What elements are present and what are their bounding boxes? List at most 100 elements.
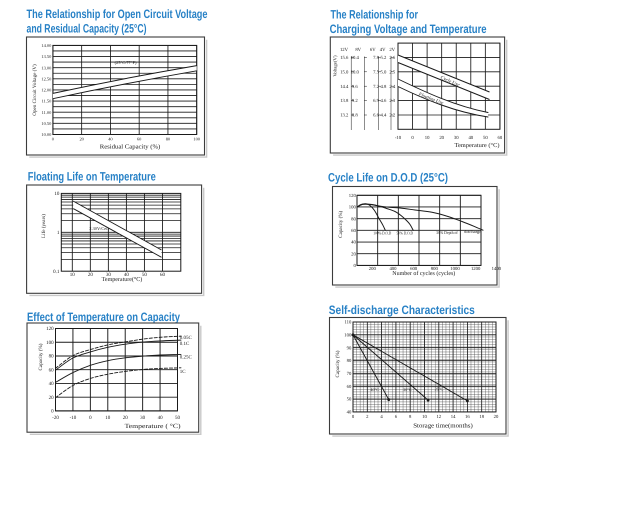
svg-text:6V: 6V (370, 47, 376, 53)
svg-text:0.25C: 0.25C (180, 355, 193, 361)
svg-text:1200: 1200 (471, 266, 481, 272)
svg-text:60: 60 (347, 384, 352, 390)
svg-text:Temperature (°C): Temperature (°C) (455, 142, 500, 149)
svg-text:0.1: 0.1 (53, 269, 60, 275)
svg-text:2.4: 2.4 (389, 84, 396, 90)
svg-text:40: 40 (158, 415, 164, 421)
svg-text:80: 80 (166, 136, 171, 141)
svg-text:200: 200 (369, 266, 377, 272)
svg-text:50: 50 (347, 397, 352, 403)
svg-text:25°C: 25°C (435, 387, 444, 392)
svg-text:50% D.O.D: 50% D.O.D (397, 231, 414, 236)
svg-text:Floating Life on Temperature: Floating Life on Temperature (28, 169, 156, 183)
svg-text:0: 0 (352, 414, 355, 420)
svg-text:10: 10 (70, 272, 76, 278)
svg-text:2.2: 2.2 (389, 113, 396, 119)
svg-text:40: 40 (49, 381, 55, 387)
svg-text:(25°C/77°F): (25°C/77°F) (115, 60, 137, 65)
svg-text:20: 20 (351, 251, 356, 257)
svg-text:60: 60 (351, 228, 356, 234)
svg-text:Capacity (%): Capacity (%) (338, 210, 344, 237)
svg-text:30% Depth of: 30% Depth of (436, 230, 458, 235)
svg-text:100: 100 (349, 205, 357, 211)
svg-text:Storage time(months): Storage time(months) (413, 422, 473, 429)
svg-text:-10: -10 (70, 415, 77, 421)
svg-text:8V: 8V (355, 47, 361, 53)
svg-text:60: 60 (498, 135, 503, 141)
svg-text:90: 90 (347, 345, 352, 351)
svg-text:40: 40 (108, 136, 113, 141)
svg-text:10: 10 (54, 191, 60, 197)
svg-text:4V: 4V (380, 47, 386, 53)
svg-text:7.2: 7.2 (373, 84, 380, 90)
svg-text:14.00: 14.00 (41, 43, 52, 48)
svg-text:40: 40 (468, 135, 473, 141)
svg-text:Cycle Life on D.O.D (25°C): Cycle Life on D.O.D (25°C) (328, 171, 448, 185)
svg-text:5.2: 5.2 (380, 55, 387, 61)
svg-text:10: 10 (425, 135, 430, 141)
svg-text:40: 40 (351, 240, 356, 246)
svg-text:1: 1 (57, 230, 60, 236)
svg-text:50: 50 (142, 272, 148, 278)
svg-text:Residual Capacity (%): Residual Capacity (%) (100, 143, 161, 150)
svg-text:Temperature(°C): Temperature(°C) (102, 276, 143, 283)
svg-text:70: 70 (347, 371, 352, 377)
svg-text:1400: 1400 (492, 266, 502, 272)
svg-text:2V: 2V (389, 47, 395, 53)
svg-text:80: 80 (347, 358, 352, 364)
svg-text:100: 100 (193, 136, 200, 141)
svg-text:20: 20 (494, 414, 499, 420)
svg-text:Temperature ( °C): Temperature ( °C) (125, 423, 181, 430)
svg-text:Life (years): Life (years) (41, 214, 47, 238)
svg-text:Charging Voltage and Temperatu: Charging Voltage and Temperature (330, 22, 487, 36)
svg-text:11.00: 11.00 (42, 110, 53, 115)
svg-text:6.9: 6.9 (373, 98, 380, 104)
svg-text:1C: 1C (180, 369, 187, 375)
svg-text:50: 50 (483, 135, 488, 141)
svg-text:10: 10 (105, 415, 111, 421)
svg-text:Number of cycles (cycles): Number of cycles (cycles) (392, 270, 455, 277)
svg-text:60: 60 (160, 272, 166, 278)
svg-text:10.0: 10.0 (351, 69, 360, 75)
svg-text:8.8: 8.8 (352, 113, 359, 119)
svg-text:Open Circuit Voltage (V): Open Circuit Voltage (V) (32, 64, 38, 116)
svg-text:12V: 12V (340, 47, 349, 53)
svg-text:16: 16 (465, 414, 470, 420)
svg-text:5.0: 5.0 (380, 69, 387, 75)
svg-text:20: 20 (123, 415, 129, 421)
svg-text:120: 120 (349, 193, 357, 199)
svg-text:600: 600 (410, 266, 418, 272)
svg-text:Capacity (%): Capacity (%) (335, 350, 341, 377)
svg-text:100: 100 (344, 332, 352, 338)
svg-text:9.6: 9.6 (352, 84, 359, 90)
svg-text:100: 100 (46, 340, 54, 346)
svg-text:6.6: 6.6 (373, 113, 380, 119)
svg-text:40: 40 (124, 272, 130, 278)
svg-text:13.2: 13.2 (340, 113, 349, 119)
svg-text:Effect of Temperature on Capac: Effect of Temperature on Capacity (27, 310, 180, 324)
svg-text:10: 10 (422, 414, 427, 420)
svg-text:10.50: 10.50 (41, 121, 52, 126)
svg-text:120: 120 (46, 326, 54, 332)
svg-text:40°C: 40°C (370, 387, 379, 392)
svg-text:20: 20 (88, 272, 94, 278)
svg-text:11.50: 11.50 (42, 99, 53, 104)
svg-text:14.4: 14.4 (340, 84, 349, 90)
svg-text:0: 0 (52, 136, 55, 141)
svg-text:7.8: 7.8 (373, 55, 380, 61)
svg-text:-10: -10 (395, 135, 402, 141)
svg-text:Self-discharge Characteristics: Self-discharge Characteristics (329, 303, 475, 317)
svg-text:14: 14 (451, 414, 456, 420)
svg-text:8: 8 (409, 414, 412, 420)
svg-text:80: 80 (49, 354, 55, 360)
svg-text:13.8: 13.8 (340, 98, 349, 104)
svg-text:50: 50 (175, 415, 181, 421)
svg-text:6: 6 (395, 414, 398, 420)
svg-text:The Relationship for Open Circ: The Relationship for Open Circuit Voltag… (27, 7, 208, 21)
svg-text:9.2: 9.2 (352, 98, 359, 104)
svg-text:10.00: 10.00 (41, 132, 52, 137)
svg-text:30: 30 (106, 272, 112, 278)
svg-text:20: 20 (49, 395, 55, 401)
svg-text:discharge: discharge (464, 229, 481, 234)
svg-text:1000: 1000 (450, 266, 460, 272)
